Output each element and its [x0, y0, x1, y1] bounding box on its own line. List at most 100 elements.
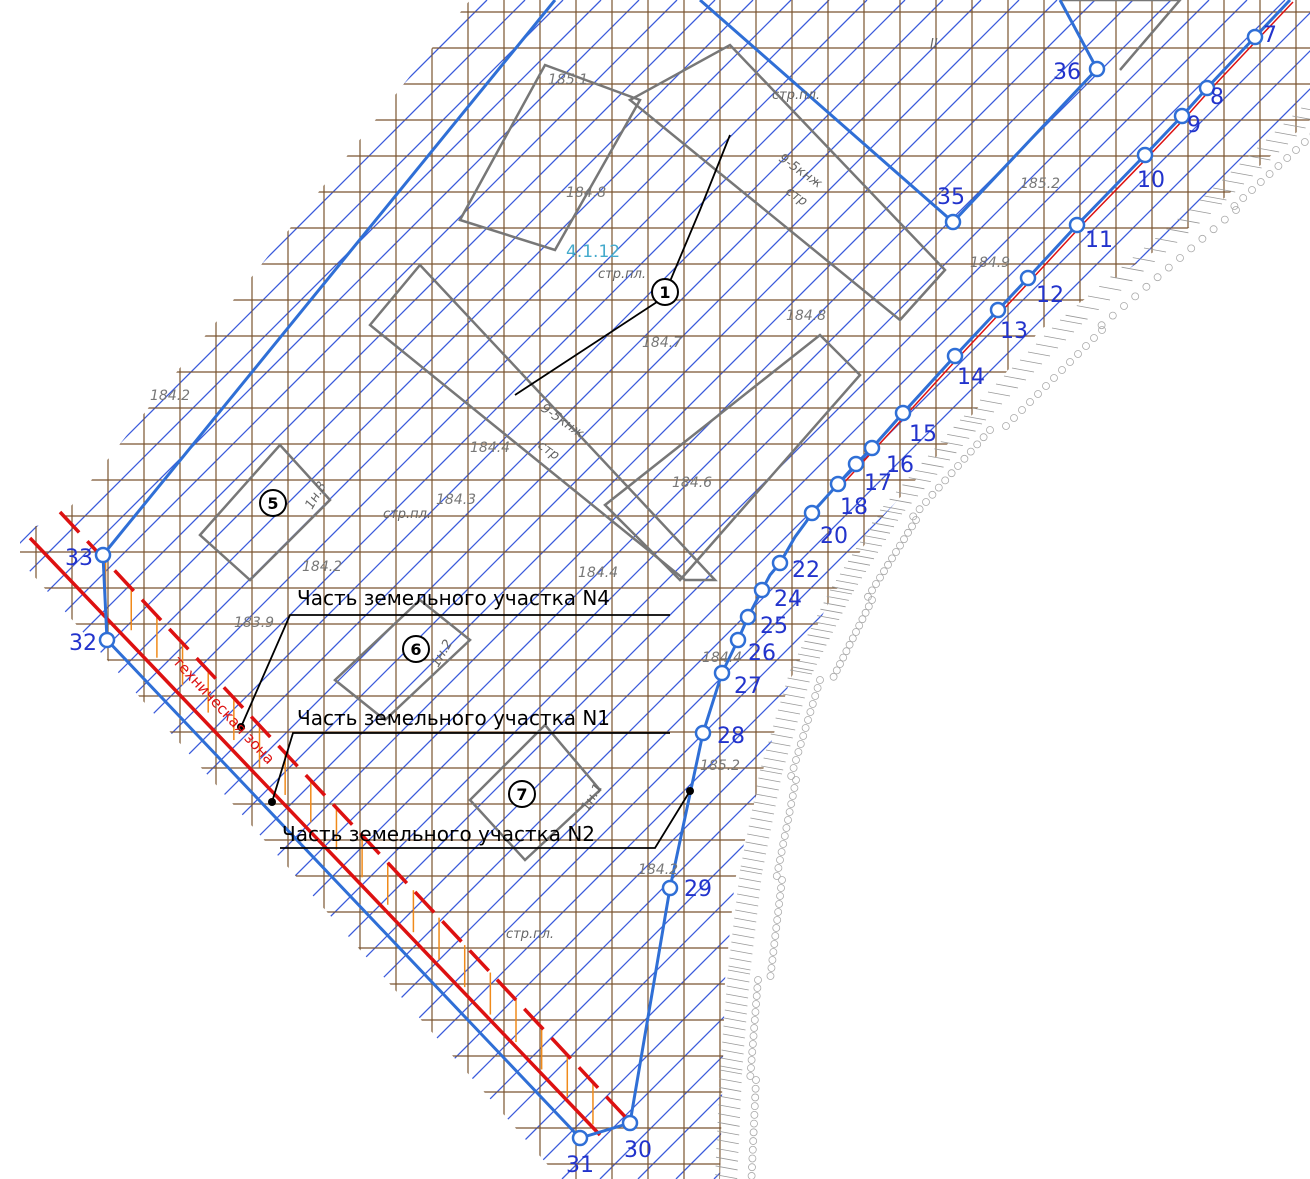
point-label-30: 30	[624, 1138, 652, 1163]
texture-dot	[892, 548, 900, 556]
texture-dot	[776, 892, 784, 900]
boundary-point	[894, 404, 912, 422]
point-label-32: 32	[69, 631, 97, 656]
hatch-line	[1169, 0, 1310, 1179]
texture-tick	[724, 1017, 747, 1023]
texture-tick	[1177, 218, 1200, 224]
texture-dot	[774, 864, 783, 872]
texture-tick	[743, 849, 767, 855]
texture-dot	[868, 596, 876, 604]
texture-dot	[792, 756, 800, 764]
callout-leaders	[240, 614, 691, 849]
texture-dot	[747, 1172, 756, 1179]
texture-tick	[732, 933, 755, 939]
texture-tick	[724, 1009, 747, 1015]
misc-label: стр	[783, 184, 810, 209]
texture-dot	[750, 1110, 759, 1119]
hatch-line	[865, 0, 1310, 1179]
texture-tick	[804, 640, 827, 646]
boundary-point	[1198, 79, 1216, 97]
building-outline	[198, 443, 332, 582]
texture-dot	[1058, 366, 1066, 374]
texture-tick	[735, 909, 758, 915]
texture-dot	[912, 516, 920, 524]
texture-tick	[921, 462, 944, 468]
texture-dot	[768, 956, 777, 964]
texture-tick	[747, 833, 770, 839]
texture-dot	[1082, 342, 1090, 350]
texture-dot	[941, 476, 950, 485]
texture-tick	[863, 535, 887, 540]
texture-tick	[745, 841, 768, 847]
point-label-18: 18	[840, 495, 868, 520]
callout-label-n2: Часть земельного участка N2	[282, 822, 595, 846]
texture-tick	[731, 941, 754, 947]
boundary-point	[1088, 60, 1106, 78]
texture-dot	[749, 1032, 758, 1040]
texture-dot	[747, 1064, 755, 1072]
elevation-label: 184.7	[642, 335, 682, 351]
texture-dot	[750, 1119, 758, 1128]
building-outline	[333, 598, 472, 722]
texture-tick	[1076, 305, 1099, 310]
texture-dot	[1050, 374, 1058, 382]
texture-dot	[848, 634, 857, 643]
texture-tick	[738, 877, 762, 883]
texture-tick	[889, 498, 912, 504]
texture-dot	[769, 948, 778, 956]
building-outline	[603, 333, 862, 582]
texture-dot	[767, 964, 776, 972]
hatch-line	[67, 0, 1248, 1179]
texture-dot	[752, 992, 761, 1000]
point-label-8: 8	[1210, 85, 1224, 110]
texture-dot	[750, 1024, 759, 1032]
texture-dot	[1274, 162, 1283, 170]
callout-dot	[268, 798, 276, 806]
boundary-point	[1246, 28, 1264, 46]
texture-tick	[726, 985, 749, 991]
boundary-edge	[101, 0, 557, 556]
texture-dot	[750, 1102, 759, 1111]
texture-tick	[1274, 131, 1297, 137]
building-number-marker: 5	[259, 489, 287, 517]
texture-tick	[1011, 367, 1035, 373]
texture-dot	[1153, 273, 1162, 282]
texture-dot	[789, 764, 798, 772]
building-number-marker: 6	[402, 635, 430, 663]
texture-dot	[1098, 326, 1106, 334]
building-outline	[468, 723, 602, 862]
texture-dot	[748, 1154, 757, 1163]
hatch-line	[20, 0, 754, 1179]
point-label-16: 16	[886, 453, 914, 478]
texture-dot	[777, 884, 785, 892]
elevation-label: 184.4	[578, 565, 618, 581]
texture-tick	[791, 666, 814, 672]
hatch-line	[1283, 0, 1310, 1179]
texture-dot	[1097, 321, 1106, 330]
texture-tick	[1143, 247, 1167, 253]
hatch-line	[20, 0, 108, 1179]
texture-dot	[900, 535, 908, 544]
texture-tick	[748, 825, 771, 831]
texture-dot	[915, 505, 924, 514]
texture-tick	[1283, 123, 1306, 129]
texture-dot	[954, 462, 962, 470]
texture-dot	[752, 1076, 760, 1084]
tech-zone-hatch	[104, 560, 594, 1125]
texture-dot	[1108, 311, 1117, 320]
texture-dot	[796, 740, 805, 748]
texture-dot	[772, 924, 781, 932]
texture-tick	[768, 741, 791, 747]
texture-dot	[1131, 292, 1140, 301]
texture-dot	[794, 748, 803, 756]
texture-dot	[751, 1093, 760, 1102]
texture-tick	[1188, 209, 1211, 214]
texture-tick	[1051, 327, 1075, 333]
texture-tick	[722, 1033, 745, 1039]
elevation-label: 183.9	[234, 615, 274, 631]
elevation-labels: 185.1 184.8 184.9 185.2 184.8 184.7 184.…	[150, 72, 1060, 878]
texture-tick	[725, 1001, 748, 1007]
texture-tick	[1087, 295, 1111, 301]
texture-tick	[1230, 171, 1253, 177]
